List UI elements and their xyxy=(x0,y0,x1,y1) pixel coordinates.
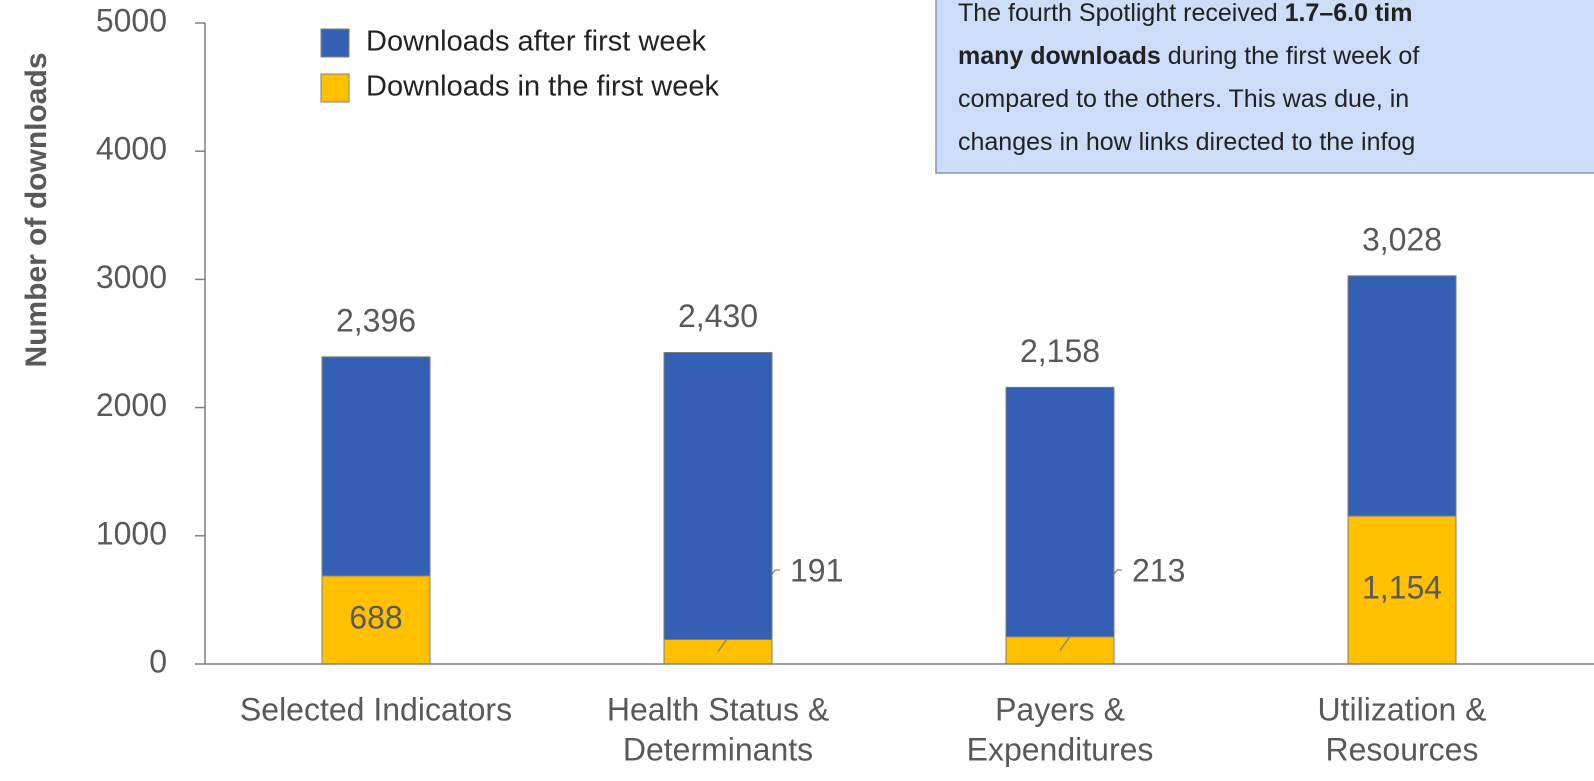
x-tick-label: Utilization & xyxy=(1318,691,1487,727)
annotation-text: 1.7–6.0 tim xyxy=(1285,0,1413,27)
value-label: 1,154 xyxy=(1362,569,1442,605)
legend-label: Downloads after first week xyxy=(366,26,707,58)
y-tick-label: 1000 xyxy=(96,515,167,551)
x-tick-label: Determinants xyxy=(623,731,813,767)
bar-segment xyxy=(1005,386,1115,638)
bar-segment xyxy=(321,575,431,665)
annotation-text: The fourth Spotlight received xyxy=(958,0,1285,27)
y-tick-label: 4000 xyxy=(96,131,167,167)
bar-segment xyxy=(1347,515,1457,665)
annotation-text: changes in how links directed to the inf… xyxy=(958,128,1415,156)
y-tick-label: 3000 xyxy=(96,259,167,295)
x-tick-label: Resources xyxy=(1326,731,1479,767)
annotation-line: many downloads during the first week of xyxy=(958,42,1419,70)
annotation-text: during the first week of xyxy=(1161,42,1420,70)
x-tick-label: Expenditures xyxy=(967,731,1154,767)
annotation-text: compared to the others. This was due, in xyxy=(958,85,1409,113)
annotation-line: changes in how links directed to the inf… xyxy=(958,128,1415,156)
total-label: 2,158 xyxy=(1020,333,1100,369)
y-tick-label: 0 xyxy=(149,643,167,679)
x-tick-label: Selected Indicators xyxy=(240,691,512,727)
total-label: 2,396 xyxy=(336,302,416,338)
x-tick-label: Health Status & xyxy=(607,691,829,727)
y-tick-label: 2000 xyxy=(96,387,167,423)
x-tick-label: Payers & xyxy=(995,691,1125,727)
value-label: 213 xyxy=(1132,552,1185,588)
y-tick-label: 5000 xyxy=(96,2,167,38)
value-label: 688 xyxy=(349,599,402,635)
total-label: 2,430 xyxy=(678,298,758,334)
value-label: 191 xyxy=(790,552,843,588)
legend-swatch xyxy=(320,73,350,103)
annotation-text: many downloads xyxy=(958,42,1161,70)
y-axis-label: Number of downloads xyxy=(20,53,53,368)
bar-segment xyxy=(321,356,431,577)
annotation-line: compared to the others. This was due, in xyxy=(958,85,1409,113)
bar-segment xyxy=(1347,275,1457,517)
legend-label: Downloads in the first week xyxy=(366,71,719,103)
bar-segment xyxy=(663,351,773,641)
total-label: 3,028 xyxy=(1362,221,1442,257)
annotation-box xyxy=(935,0,1594,174)
annotation-line: The fourth Spotlight received 1.7–6.0 ti… xyxy=(958,0,1412,27)
legend-swatch xyxy=(320,28,350,58)
bar-segment xyxy=(1005,636,1115,665)
